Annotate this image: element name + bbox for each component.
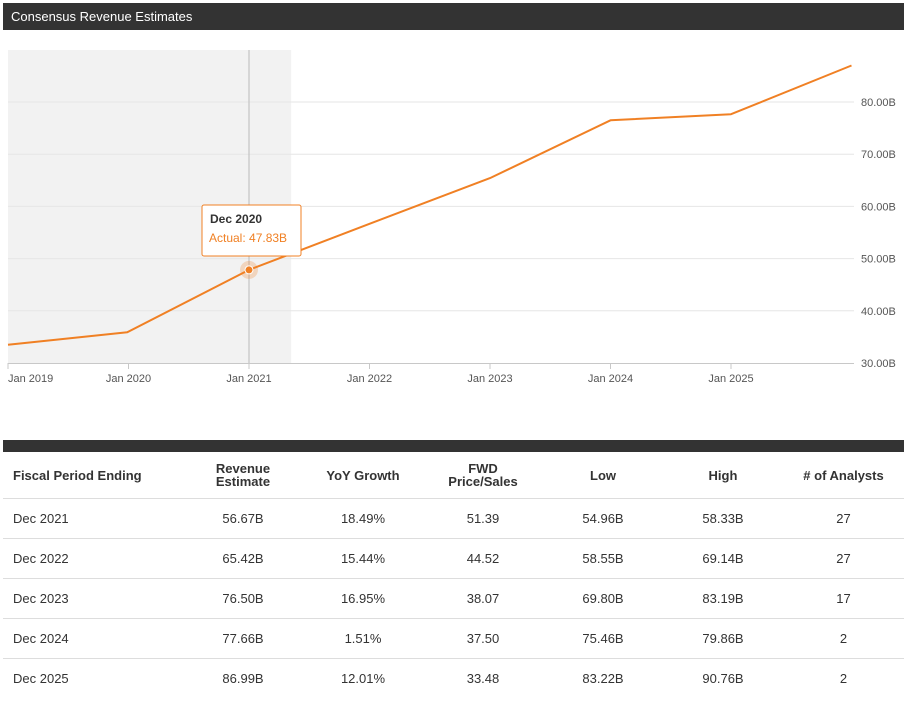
cell-analysts: 2	[839, 671, 848, 686]
cell-revenue: 76.50B	[183, 578, 303, 619]
cell-high: 58.33B	[663, 498, 783, 539]
cell-yoy: 16.95%	[303, 578, 423, 619]
table-row: Dec 2023 76.50B 16.95% 38.07 69.80B 83.1…	[3, 578, 904, 619]
x-tick-label: Jan 2022	[347, 373, 392, 385]
x-tick-label: Jan 2021	[226, 373, 271, 385]
table-header-row: Fiscal Period Ending Revenue Estimate YoY…	[3, 452, 904, 499]
cell-period: Dec 2023	[3, 578, 183, 619]
cell-low: 58.55B	[543, 538, 663, 579]
header-fwd-price-sales: FWD Price/Sales	[423, 452, 543, 499]
cell-high: 83.19B	[663, 578, 783, 619]
cell-revenue: 86.99B	[222, 671, 264, 686]
table-row: Dec 2025 86.99B 12.01% 33.48 83.22B 90.7…	[3, 659, 904, 699]
cell-yoy: 12.01%	[340, 671, 386, 686]
header-fiscal-period: Fiscal Period Ending	[3, 452, 183, 499]
y-tick-label: 30.00B	[861, 358, 896, 370]
cell-yoy: 1.51%	[303, 618, 423, 659]
y-tick-label: 40.00B	[861, 306, 896, 318]
table-row: Dec 2024 77.66B 1.51% 37.50 75.46B 79.86…	[3, 618, 904, 659]
y-tick-label: 50.00B	[861, 254, 896, 266]
cell-fwd-ps: 33.48	[466, 671, 500, 686]
cell-fwd-ps: 44.52	[423, 538, 543, 579]
cell-low: 83.22B	[582, 671, 624, 686]
header-high: High	[663, 452, 783, 499]
x-tick-label: Jan 2023	[467, 373, 512, 385]
cell-high: 69.14B	[663, 538, 783, 579]
cell-period: Dec 2022	[3, 538, 183, 579]
tooltip-box	[201, 204, 302, 257]
cell-yoy: 15.44%	[303, 538, 423, 579]
cell-analysts: 17	[783, 578, 904, 619]
highlight-point	[244, 265, 254, 275]
cell-high: 90.76B	[702, 671, 744, 686]
cell-analysts: 27	[783, 538, 904, 579]
cell-fwd-ps: 37.50	[423, 618, 543, 659]
cell-revenue: 56.67B	[183, 498, 303, 539]
tooltip-title: Dec 2020	[210, 212, 262, 226]
chart-title: Consensus Revenue Estimates	[11, 9, 193, 24]
y-tick-label: 70.00B	[861, 149, 896, 161]
cell-fwd-ps: 51.39	[423, 498, 543, 539]
cell-low: 69.80B	[543, 578, 663, 619]
x-tick-label: Jan 2020	[106, 373, 151, 385]
revenue-line-chart: 30.00B 40.00B 50.00B 60.00B 70.00B 80.00B Jan …	[7, 50, 896, 385]
cell-revenue: 65.42B	[183, 538, 303, 579]
y-tick-label: 80.00B	[861, 97, 896, 109]
cell-high: 79.86B	[663, 618, 783, 659]
tooltip-value: Actual: 47.83B	[209, 231, 287, 245]
cell-period: Dec 2025	[13, 671, 69, 686]
header-analysts: # of Analysts	[783, 452, 904, 499]
cell-low: 75.46B	[543, 618, 663, 659]
cell-analysts: 2	[783, 618, 904, 659]
cell-yoy: 18.49%	[303, 498, 423, 539]
x-tick-label: Jan 2025	[708, 373, 753, 385]
table-row: Dec 2021 56.67B 18.49% 51.39 54.96B 58.3…	[3, 498, 904, 539]
cell-fwd-ps: 38.07	[423, 578, 543, 619]
cell-analysts: 27	[783, 498, 904, 539]
cell-revenue: 77.66B	[183, 618, 303, 659]
chart-title-bar: Consensus Revenue Estimates	[3, 3, 904, 30]
x-tick-label: Jan 2019	[8, 373, 53, 385]
x-tick-label: Jan 2024	[588, 373, 633, 385]
cell-low: 54.96B	[543, 498, 663, 539]
table-row: Dec 2022 65.42B 15.44% 44.52 58.55B 69.1…	[3, 538, 904, 579]
header-low: Low	[543, 452, 663, 499]
cell-period: Dec 2024	[3, 618, 183, 659]
revenue-estimates-table: Fiscal Period Ending Revenue Estimate YoY…	[3, 452, 904, 698]
header-revenue-estimate: Revenue Estimate	[183, 452, 303, 499]
header-yoy-growth: YoY Growth	[303, 452, 423, 499]
cell-period: Dec 2021	[3, 498, 183, 539]
revenue-series-line	[7, 64, 852, 346]
table-header-bar	[3, 440, 904, 452]
y-tick-label: 60.00B	[861, 201, 896, 213]
